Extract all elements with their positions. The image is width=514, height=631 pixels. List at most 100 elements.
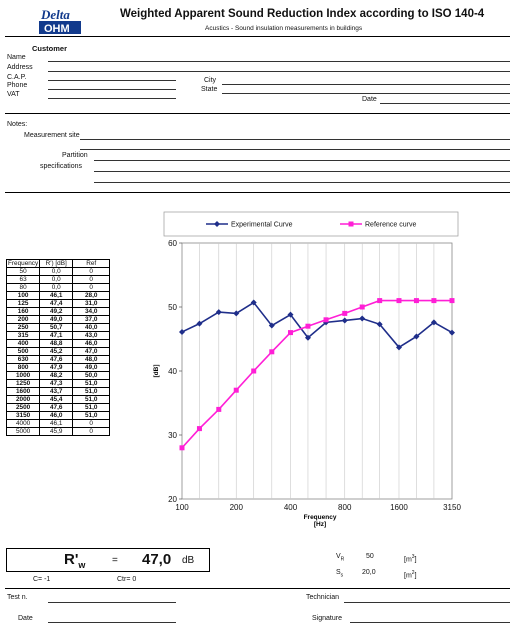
partition-field[interactable] [94,160,510,161]
y-tick-label: 50 [168,303,177,312]
phone-field[interactable] [48,89,176,90]
data-point [216,406,222,412]
document-subtitle: Acustics - Sound insulation measurements… [205,25,363,32]
data-point [359,304,365,310]
series-line-1 [181,299,452,449]
name-field[interactable] [48,61,510,62]
data-point [359,315,366,322]
measurement-site-field-2[interactable] [80,149,510,150]
cap-label: C.A.P. [7,74,27,81]
document-title: Weighted Apparent Sound Reduction Index … [120,8,485,20]
name-label: Name [7,54,26,61]
x-tick-label: 200 [230,503,244,512]
vr-value: 50 [366,553,374,560]
s-value: 20,0 [362,569,376,576]
y-tick-label: 60 [168,239,177,248]
data-point [179,328,185,335]
footer-date-label: Date [18,615,33,622]
address-label: Address [7,64,33,71]
data-point [250,299,257,306]
rw-symbol: R'w [64,551,86,570]
series-line-0 [181,301,453,349]
partition-label-line1: Partition [62,152,88,159]
data-point [413,298,419,304]
table-row: 5000 45,9 0 [5,427,111,436]
notes-divider [5,192,510,193]
vat-label: VAT [7,91,20,98]
technician-label: Technician [306,594,340,601]
signature-field[interactable] [350,622,510,623]
legend-label: Experimental Curve [231,222,293,229]
rw-equals: = [112,555,118,566]
plot-area [181,242,453,500]
vr-label: VR [336,553,345,563]
technician-field[interactable] [344,602,510,603]
data-point [413,333,420,340]
data-point [233,310,240,317]
data-point [268,322,275,329]
footer-date-field[interactable] [48,622,176,623]
data-point [430,319,437,326]
state-field[interactable] [222,93,510,94]
notes-label: Notes: [7,121,28,128]
data-point [196,426,202,432]
date-label: Date [362,96,377,103]
date-field[interactable] [380,103,510,104]
s-label: Ss [336,569,344,579]
data-point [305,323,311,329]
data-point [341,317,348,324]
customer-divider [5,113,510,114]
table-cell: 5000 [5,427,41,436]
svg-text:OHM: OHM [44,23,70,35]
header-divider [5,36,510,37]
partition-field-2[interactable] [94,171,510,172]
x-tick-label: 400 [284,503,298,512]
delta-ohm-logo: Delta OHM [37,7,83,35]
rw-unit: dB [182,555,195,566]
address-field[interactable] [48,71,510,72]
svg-text:Delta: Delta [40,7,70,22]
footer-divider [5,588,510,589]
x-tick-label: 800 [338,503,352,512]
vat-field[interactable] [48,98,176,99]
x-tick-label: 3150 [443,503,461,512]
legend-marker [348,221,354,227]
signature-label: Signature [312,615,342,622]
rw-value: 47,0 [142,551,172,568]
data-point [431,298,437,304]
data-point [376,321,383,328]
phone-label: Phone [7,82,28,89]
city-label: City [204,77,217,84]
x-tick-label: 100 [175,503,189,512]
data-point [287,330,293,336]
data-point [269,349,275,355]
partition-label-line2: specifications [40,163,83,170]
legend-marker [214,221,220,227]
customer-heading: Customer [32,44,68,53]
test-number-label: Test n. [7,594,28,601]
y-tick-label: 20 [168,495,177,504]
rw-result-box [6,548,210,572]
data-point [396,298,402,304]
data-point [304,334,311,341]
y-tick-label: 30 [168,431,177,440]
vr-unit: [m3] [404,554,417,564]
data-point [449,329,455,336]
cap-field[interactable] [48,80,176,81]
test-number-field[interactable] [48,602,176,603]
data-point [323,317,329,323]
frequency-table: Frequency R') [dB] Ref 50 0,0 0 63 0,0 0 80 0,0 0 10… [5,259,111,436]
partition-field-3[interactable] [94,182,510,183]
city-field[interactable] [222,84,510,85]
data-point [233,387,239,393]
y-axis-label: [dB] [153,365,160,378]
data-point [215,309,222,316]
x-axis-label: Frequency [304,514,337,521]
c-value: C= -1 [33,576,51,583]
data-point [196,320,203,327]
measurement-site-field[interactable] [80,139,510,140]
table-cell: 0 [72,427,111,436]
data-point [179,445,185,451]
data-point [395,344,402,351]
ctr-value: Ctr= 0 [117,576,137,583]
